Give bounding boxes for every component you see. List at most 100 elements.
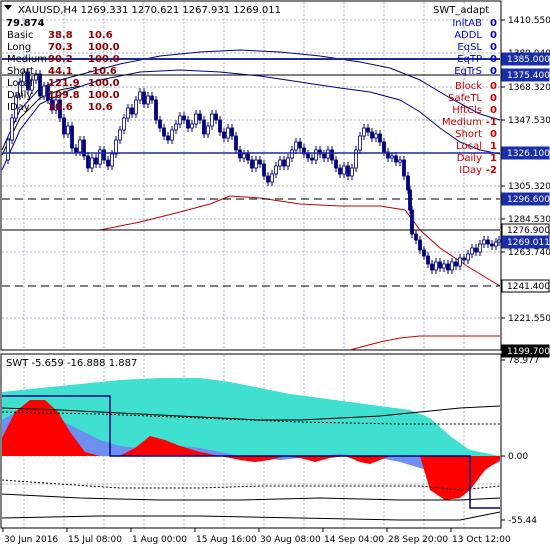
candle-body bbox=[410, 209, 414, 235]
sub-axis-label: 0.00 bbox=[508, 452, 528, 462]
candle-body bbox=[462, 257, 466, 261]
candle-body bbox=[102, 149, 106, 161]
candle-body bbox=[342, 165, 346, 175]
candle-body bbox=[6, 139, 10, 161]
candle-body bbox=[478, 243, 482, 253]
sub-axis-label: -55.44 bbox=[508, 516, 537, 526]
price-level-box bbox=[501, 52, 550, 66]
candle-body bbox=[154, 99, 158, 121]
candle-body bbox=[182, 115, 186, 121]
candle-body bbox=[42, 85, 46, 97]
candle-body bbox=[66, 125, 70, 135]
price-axis: 1410.5501389.0401368.3201347.5301305.320… bbox=[501, 16, 550, 358]
lower-band-line bbox=[1, 493, 501, 501]
right-row-value: 0 bbox=[490, 18, 497, 29]
left-row-value-1: 70.3 bbox=[48, 42, 73, 53]
candle-body bbox=[366, 127, 370, 133]
candle-body bbox=[126, 107, 130, 119]
candle-body bbox=[206, 125, 210, 135]
left-row-value-1: 121.9 bbox=[48, 78, 80, 89]
price-level-box bbox=[501, 146, 550, 160]
candle-body bbox=[486, 239, 490, 245]
candle-body bbox=[78, 139, 82, 153]
right-row-label: IDay bbox=[459, 165, 482, 176]
candle-body bbox=[430, 263, 434, 271]
candle-body bbox=[110, 153, 114, 167]
candle-body bbox=[134, 99, 138, 115]
candle-body bbox=[362, 127, 366, 137]
candle-body bbox=[426, 255, 430, 265]
left-row-value-2: 10.6 bbox=[88, 30, 113, 41]
candle-body bbox=[226, 127, 230, 139]
left-row-value-2: 100.0 bbox=[88, 42, 120, 53]
price-level-box bbox=[501, 192, 550, 206]
right-row-value: 0 bbox=[490, 30, 497, 41]
cyan-area bbox=[2, 378, 500, 456]
upper-band-line bbox=[1, 405, 501, 421]
candle-body bbox=[422, 249, 426, 257]
candle-body bbox=[138, 91, 142, 101]
candle-body bbox=[90, 157, 94, 169]
right-row-label: Daily bbox=[457, 153, 482, 164]
candle-body bbox=[458, 257, 462, 267]
candle-body bbox=[382, 141, 386, 153]
candle-body bbox=[114, 139, 118, 155]
right-row-label: InitAB bbox=[452, 18, 482, 29]
candle-body bbox=[322, 153, 326, 159]
candle-body bbox=[286, 157, 290, 167]
left-row-value-1: 90.2 bbox=[48, 54, 73, 65]
right-row-label: SafeTL bbox=[448, 93, 482, 104]
candle-body bbox=[14, 95, 18, 119]
ma-red-2 bbox=[349, 335, 500, 351]
candle-body bbox=[22, 71, 26, 83]
candle-body bbox=[130, 107, 134, 115]
candle-body bbox=[294, 141, 298, 151]
left-row-label: Local bbox=[7, 78, 33, 89]
candle-body bbox=[402, 159, 406, 177]
price-level-box bbox=[501, 68, 550, 82]
candle-body bbox=[450, 261, 454, 271]
sub-window-axis: 78.977 0.00 -55.44 bbox=[501, 356, 540, 526]
left-row-label: Short bbox=[7, 66, 34, 77]
price-tick-label: 1221.550 bbox=[508, 314, 550, 324]
right-row-label: Local bbox=[456, 141, 482, 152]
candle-body bbox=[186, 119, 190, 129]
candle-body bbox=[82, 139, 86, 157]
candle-body bbox=[278, 159, 282, 167]
left-row-value-1: 44.1 bbox=[48, 66, 73, 77]
candle-body bbox=[442, 263, 446, 269]
candle-body bbox=[30, 79, 34, 91]
right-row-value: 0 bbox=[490, 129, 497, 140]
candle-body bbox=[438, 261, 442, 269]
ma-red-1 bbox=[99, 195, 501, 287]
right-row-label: ADDL bbox=[454, 30, 482, 41]
candle-body bbox=[318, 149, 322, 155]
candle-body bbox=[290, 149, 294, 159]
price-level-label: 1385.000 bbox=[507, 55, 550, 65]
time-label: 30 Jun 2016 bbox=[4, 535, 58, 545]
left-row-value-2: -10.6 bbox=[88, 66, 117, 77]
collapse-arrow-icon[interactable] bbox=[4, 5, 12, 10]
candle-body bbox=[338, 167, 342, 175]
price-tick-label: 1410.550 bbox=[508, 16, 550, 26]
candle-body bbox=[62, 117, 66, 135]
candle-body bbox=[326, 149, 330, 159]
candle-body bbox=[18, 81, 22, 97]
right-row-value: 1 bbox=[490, 153, 497, 164]
candle-body bbox=[350, 167, 354, 177]
right-row-value: 0 bbox=[490, 42, 497, 53]
time-label: 14 Sep 04:00 bbox=[324, 535, 384, 545]
candle-body bbox=[466, 253, 470, 261]
candle-body bbox=[494, 241, 498, 247]
candle-body bbox=[54, 99, 58, 111]
candle-body bbox=[270, 173, 274, 183]
candle-body bbox=[497, 239, 501, 243]
price-levels bbox=[2, 58, 500, 287]
price-level-box bbox=[501, 279, 550, 293]
time-label: 28 Sep 20:00 bbox=[388, 535, 448, 545]
candle-body bbox=[374, 133, 378, 139]
right-row-value: 1 bbox=[490, 141, 497, 152]
candle-body bbox=[250, 159, 254, 169]
indicator-name: SWT_adapt bbox=[433, 5, 489, 16]
indicator-lines bbox=[1, 49, 501, 521]
